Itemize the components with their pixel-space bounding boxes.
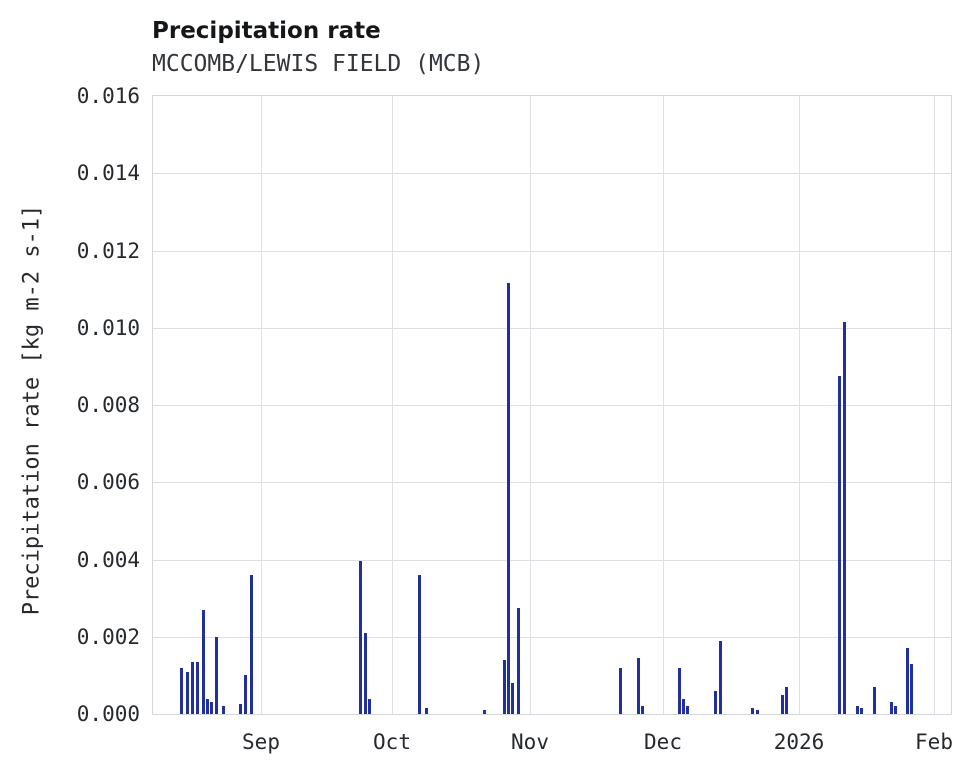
- y-tick-label: 0.004: [76, 548, 140, 572]
- bar: [890, 702, 893, 714]
- h-gridline: [153, 328, 951, 329]
- v-gridline: [934, 96, 935, 714]
- bar: [856, 706, 859, 714]
- x-tick-label: Nov: [511, 730, 549, 754]
- y-tick-label: 0.014: [76, 161, 140, 185]
- h-gridline: [153, 560, 951, 561]
- chart-title: Precipitation rate: [152, 18, 381, 44]
- x-tick-label: Feb: [915, 730, 953, 754]
- bar: [244, 675, 247, 714]
- bar: [239, 704, 242, 714]
- bar: [641, 706, 644, 714]
- plot-area: [152, 95, 952, 715]
- bar: [781, 695, 784, 714]
- v-gridline: [663, 96, 664, 714]
- bar: [843, 322, 846, 714]
- bar: [756, 710, 759, 714]
- y-tick-label: 0.010: [76, 316, 140, 340]
- y-tick-label: 0.006: [76, 470, 140, 494]
- bar: [364, 633, 367, 714]
- bar: [210, 702, 213, 714]
- bar: [910, 664, 913, 714]
- bar: [906, 648, 909, 714]
- h-gridline: [153, 173, 951, 174]
- x-tick-label: Sep: [242, 730, 280, 754]
- v-gridline: [530, 96, 531, 714]
- bar: [191, 662, 194, 714]
- y-tick-label: 0.000: [76, 702, 140, 726]
- bar: [873, 687, 876, 714]
- bar: [222, 706, 225, 714]
- bar: [751, 708, 754, 714]
- bar: [503, 660, 506, 714]
- bar: [368, 699, 371, 714]
- bar: [215, 637, 218, 714]
- bar: [202, 610, 205, 714]
- x-tick-label: Dec: [644, 730, 682, 754]
- bar: [418, 575, 421, 714]
- bar: [619, 668, 622, 714]
- bar: [785, 687, 788, 714]
- h-gridline: [153, 405, 951, 406]
- bar: [682, 699, 685, 714]
- bar: [186, 672, 189, 714]
- bar: [180, 668, 183, 714]
- bar: [838, 376, 841, 714]
- h-gridline: [153, 637, 951, 638]
- v-gridline: [799, 96, 800, 714]
- v-gridline: [261, 96, 262, 714]
- x-tick-label: Oct: [373, 730, 411, 754]
- bar: [894, 706, 897, 714]
- x-tick-label: 2026: [773, 730, 825, 754]
- bar: [250, 575, 253, 714]
- bar: [637, 658, 640, 714]
- bar: [425, 708, 428, 714]
- y-tick-label: 0.012: [76, 239, 140, 263]
- y-tick-label: 0.002: [76, 625, 140, 649]
- h-gridline: [153, 482, 951, 483]
- bar: [359, 561, 362, 714]
- bar: [686, 706, 689, 714]
- bar: [511, 683, 514, 714]
- bar: [206, 699, 209, 714]
- bar: [678, 668, 681, 714]
- bar: [196, 662, 199, 714]
- bar: [860, 708, 863, 714]
- h-gridline: [153, 251, 951, 252]
- y-tick-label: 0.016: [76, 84, 140, 108]
- bar: [719, 641, 722, 714]
- chart-subtitle: MCCOMB/LEWIS FIELD (MCB): [152, 51, 485, 77]
- y-tick-label: 0.008: [76, 393, 140, 417]
- bar: [517, 608, 520, 714]
- v-gridline: [392, 96, 393, 714]
- bar: [483, 710, 486, 714]
- bar: [507, 283, 510, 714]
- bar: [714, 691, 717, 714]
